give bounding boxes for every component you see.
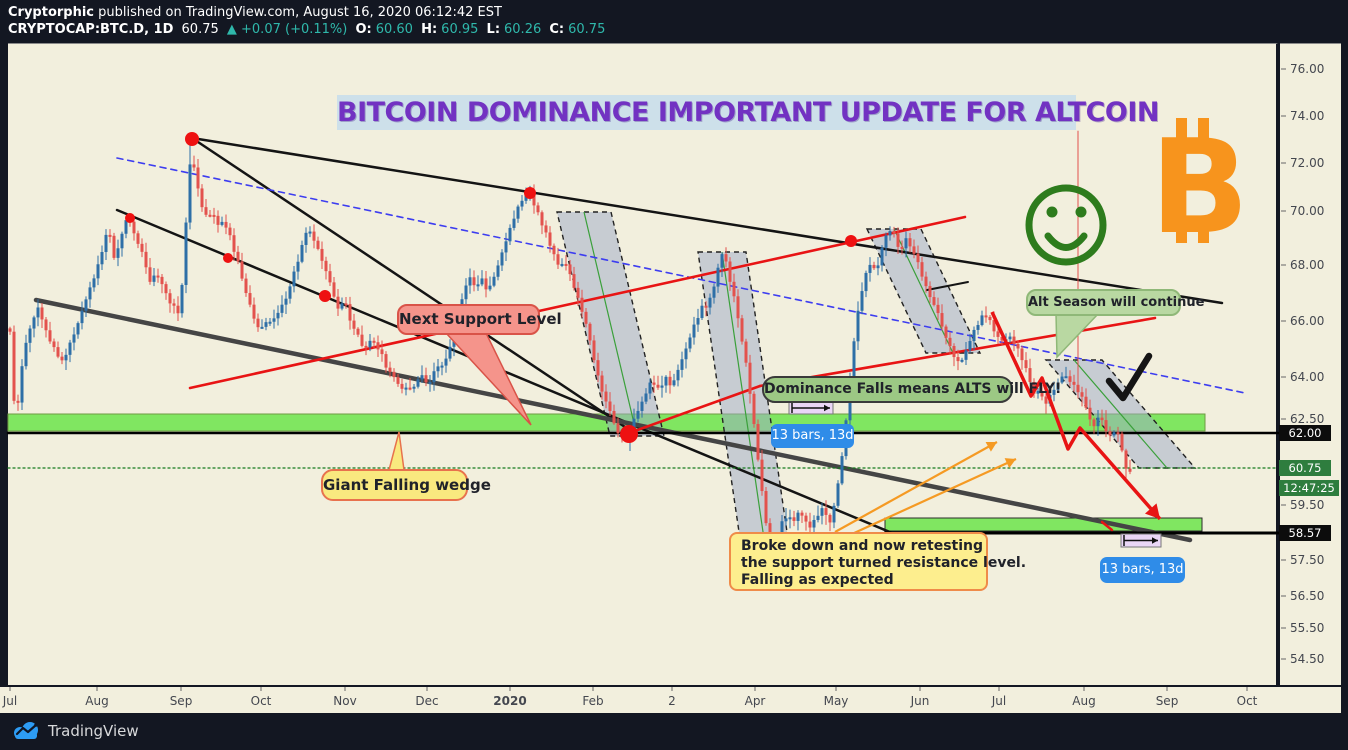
low-value: 60.26 bbox=[504, 22, 542, 37]
open-value: 60.60 bbox=[375, 22, 413, 37]
open-label: O: bbox=[355, 22, 372, 37]
publisher-name: Cryptorphic bbox=[8, 5, 95, 20]
price-level-label-5857: 58.57 bbox=[1279, 525, 1331, 541]
high-label: H: bbox=[421, 22, 438, 37]
callout-broke-down-line1: Broke down and now retesting bbox=[741, 538, 984, 554]
callout-broke-down-line2: the support turned resistance level. bbox=[741, 555, 1027, 571]
callout-dominance-falls[interactable]: Dominance Falls means ALTS will FLY! bbox=[762, 376, 1061, 403]
price-level-label-62: 62.00 bbox=[1279, 425, 1331, 441]
symbol-line: CRYPTOCAP:BTC.D, 1D 60.75 ▲ +0.07 (+0.11… bbox=[8, 22, 609, 37]
footer-bar: TradingView bbox=[0, 713, 1348, 750]
time-axis[interactable] bbox=[0, 687, 1341, 713]
callout-giant-falling-wedge[interactable]: Giant Falling wedge bbox=[321, 469, 491, 501]
low-label: L: bbox=[486, 22, 501, 37]
callout-next-support-level[interactable]: Next Support Level bbox=[397, 304, 562, 335]
chart-plot-area[interactable] bbox=[8, 43, 1278, 685]
callout-alt-season[interactable]: Alt Season will continue bbox=[1026, 289, 1204, 316]
last-price: 60.75 bbox=[181, 22, 219, 37]
price-change: ▲ +0.07 (+0.11%) bbox=[226, 22, 348, 37]
chart-title-banner: BITCOIN DOMINANCE IMPORTANT UPDATE FOR A… bbox=[337, 95, 1159, 130]
price-axis[interactable] bbox=[1280, 43, 1341, 685]
callout-broke-down-line3: Falling as expected bbox=[741, 572, 894, 588]
current-price-label: 60.75 bbox=[1279, 460, 1331, 476]
tradingview-logo-icon[interactable] bbox=[12, 720, 40, 742]
header: Cryptorphic published on TradingView.com… bbox=[0, 0, 1348, 42]
publish-line: Cryptorphic published on TradingView.com… bbox=[8, 5, 502, 20]
high-value: 60.95 bbox=[441, 22, 479, 37]
countdown-timer-label: 12:47:25 bbox=[1279, 480, 1339, 496]
bars-count-label-2[interactable]: 13 bars, 13d bbox=[1100, 557, 1185, 583]
symbol-name[interactable]: CRYPTOCAP:BTC.D, 1D bbox=[8, 22, 174, 37]
close-value: 60.75 bbox=[568, 22, 606, 37]
close-label: C: bbox=[549, 22, 565, 37]
publish-info: published on TradingView.com, August 16,… bbox=[94, 5, 502, 20]
tradingview-brand-text[interactable]: TradingView bbox=[48, 722, 139, 740]
bars-count-label-1[interactable]: 13 bars, 13d bbox=[771, 424, 854, 448]
callout-broke-down[interactable]: Broke down and now retesting the support… bbox=[729, 532, 1027, 591]
